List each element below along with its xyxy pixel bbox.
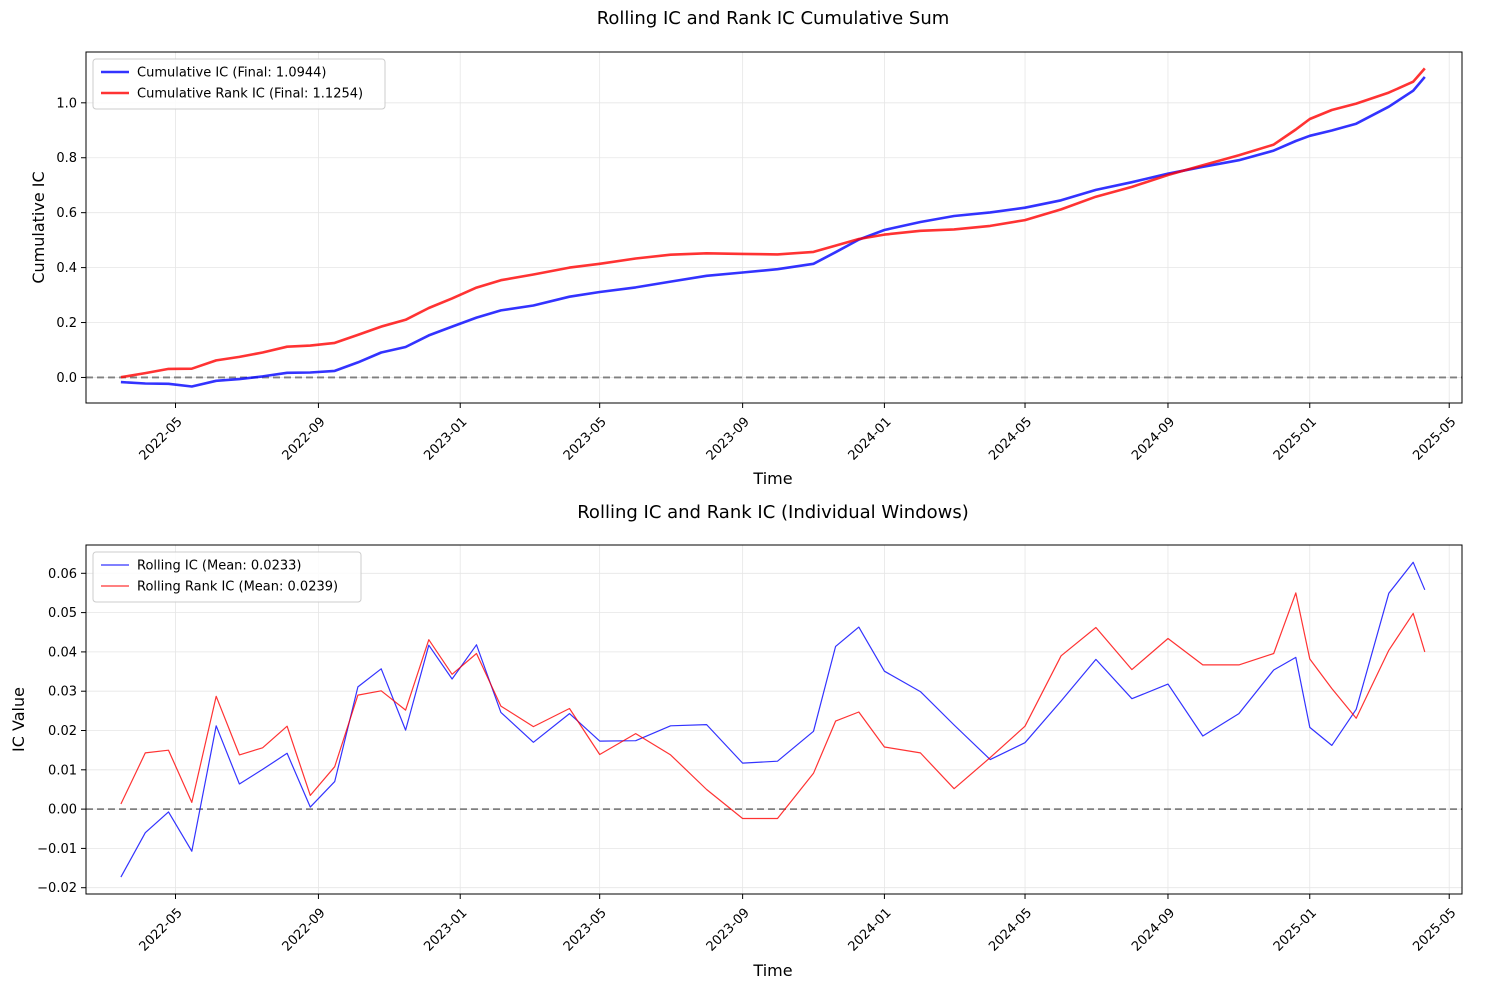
legend: Cumulative IC (Final: 1.0944) Cumulative … xyxy=(92,58,386,110)
y-ticks: 0.0 0.2 0.4 0.6 0.8 1.0 xyxy=(56,96,86,386)
series-lines xyxy=(120,67,1426,388)
y-tick-label: 0.6 xyxy=(56,206,77,221)
y-tick-label: 0.0 xyxy=(56,371,77,386)
y-tick-label: 0.4 xyxy=(56,261,77,276)
y-tick-label: 0.00 xyxy=(48,803,77,818)
y-tick-label: 0.8 xyxy=(56,151,77,166)
legend-box xyxy=(92,551,362,603)
chart-title: Rolling IC and Rank IC (Individual Windo… xyxy=(577,502,969,523)
y-axis-label: IC Value xyxy=(9,687,28,752)
y-tick-label: 0.01 xyxy=(48,763,77,778)
y-tick-label: −0.02 xyxy=(37,881,77,896)
y-tick-label: −0.01 xyxy=(37,842,77,857)
series-lines xyxy=(120,561,1426,878)
plot-frame xyxy=(85,51,1463,404)
y-axis-label: Cumulative IC xyxy=(29,171,48,283)
legend-label: Cumulative Rank IC (Final: 1.1254) xyxy=(137,87,363,102)
y-tick-label: 0.04 xyxy=(48,645,77,660)
y-tick-label: 0.03 xyxy=(48,685,77,700)
y-tick-label: 0.2 xyxy=(56,316,77,331)
series-line xyxy=(120,67,1426,379)
legend-box xyxy=(92,58,386,110)
legend-label: Rolling IC (Mean: 0.0233) xyxy=(137,559,301,574)
legend-label: Cumulative IC (Final: 1.0944) xyxy=(137,66,326,81)
legend-label: Rolling Rank IC (Mean: 0.0239) xyxy=(137,580,338,595)
x-axis-label: Time xyxy=(752,469,792,488)
series-line xyxy=(120,561,1426,878)
y-tick-label: 1.0 xyxy=(56,96,77,111)
plot-frame xyxy=(85,544,1463,895)
y-tick-label: 0.06 xyxy=(48,567,77,582)
grid xyxy=(86,545,1462,894)
y-tick-label: 0.05 xyxy=(48,606,77,621)
y-ticks: −0.02 −0.01 0.00 0.01 0.02 0.03 0.04 0.05 0.06 xyxy=(37,567,86,896)
series-line xyxy=(120,76,1426,388)
chart-title: Rolling IC and Rank IC Cumulative Sum xyxy=(597,8,950,29)
series-line xyxy=(120,592,1426,820)
x-axis-label: Time xyxy=(752,961,792,980)
y-tick-label: 0.02 xyxy=(48,724,77,739)
legend: Rolling IC (Mean: 0.0233) Rolling Rank IC… xyxy=(92,551,362,603)
